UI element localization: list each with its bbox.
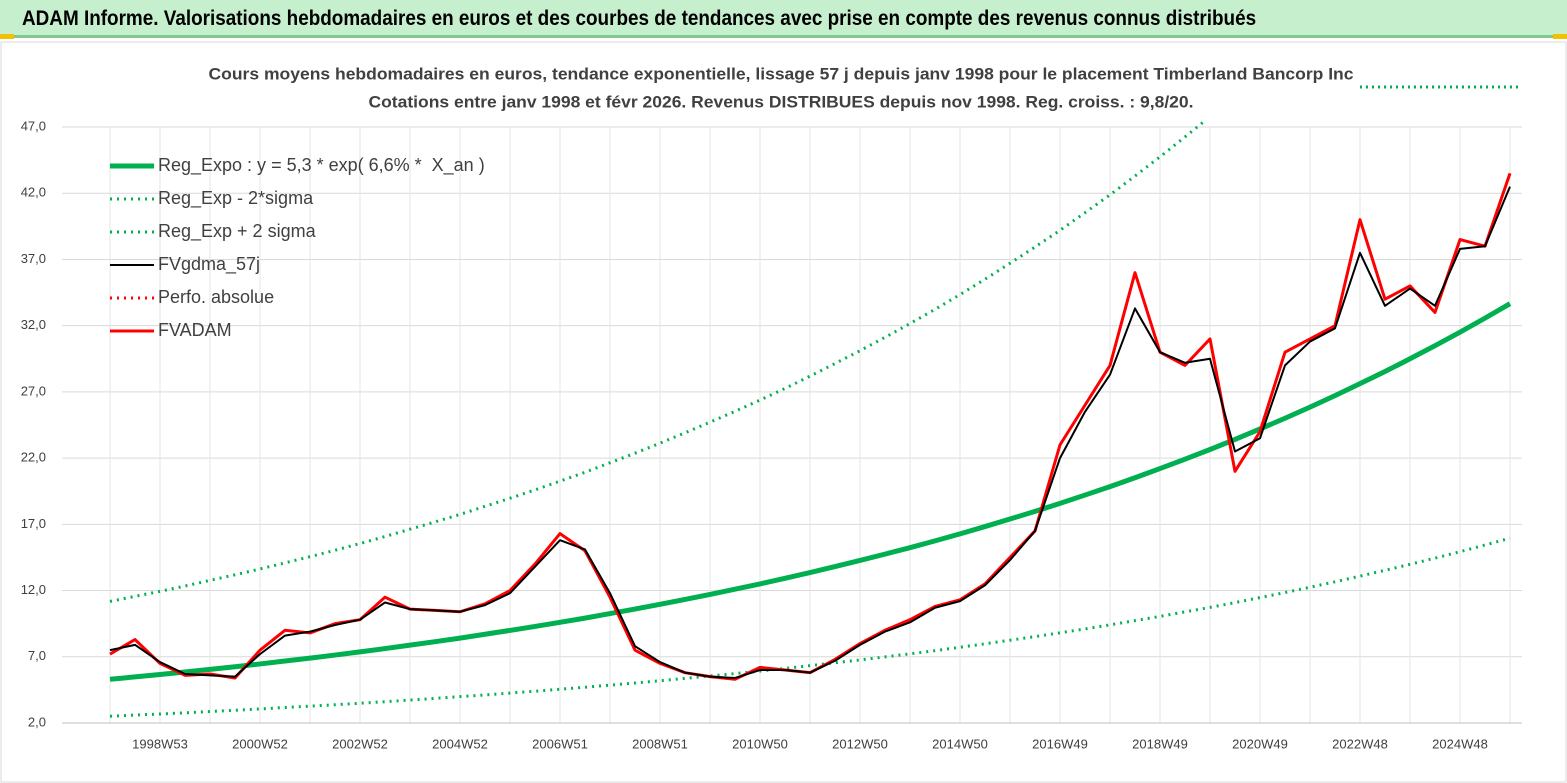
series-line [109, 301, 1512, 682]
legend-label: FVgdma_57j [158, 254, 260, 275]
x-tick-label: 2000W52 [232, 736, 288, 751]
y-tick-label: 37,0 [21, 251, 46, 266]
legend-label: Perfo. absolue [158, 287, 274, 307]
y-tick-label: 27,0 [21, 383, 46, 398]
y-tick-label: 17,0 [21, 516, 46, 531]
chart-title: Cours moyens hebdomadaires en euros, ten… [209, 64, 1354, 83]
x-tick-label: 2010W50 [732, 736, 788, 751]
x-tick-label: 2024W48 [1432, 736, 1488, 751]
x-tick-label: 2004W52 [432, 736, 488, 751]
x-tick-label: 2002W52 [332, 736, 388, 751]
y-tick-label: 42,0 [21, 185, 46, 200]
x-tick-label: 2012W50 [832, 736, 888, 751]
x-tick-label: 2018W49 [1132, 736, 1188, 751]
corner [0, 34, 14, 39]
legend-label: FVADAM [158, 320, 232, 340]
x-tick-label: 2020W49 [1232, 736, 1288, 751]
legend-label: Reg_Exp + 2 sigma [158, 221, 317, 242]
legend-label: Reg_Exp - 2*sigma [158, 188, 314, 209]
y-tick-label: 12,0 [21, 582, 46, 597]
corner [1553, 34, 1567, 39]
x-tick-label: 2022W48 [1332, 736, 1388, 751]
chart-subtitle: Cotations entre janv 1998 et févr 2026. … [369, 92, 1194, 111]
grid: 2,0 7,0 12,0 17,0 22,0 27,0 32,0 37,0 42,0 47,0 19… [21, 118, 1522, 751]
y-tick-label: 7,0 [28, 648, 46, 663]
x-tick-label: 2014W50 [932, 736, 988, 751]
y-tick-label: 32,0 [21, 317, 46, 332]
x-tick-label: 2006W51 [532, 736, 588, 751]
legend-label: Reg_Expo : y = 5,3 * exp( 6,6% * X_an ) [158, 155, 485, 176]
series-line [109, 536, 1511, 718]
y-tick-label: 22,0 [21, 450, 46, 465]
x-tick-label: 2008W51 [632, 736, 688, 751]
page-title: ADAM Informe. Valorisations hebdomadaire… [22, 7, 1257, 30]
legend: Reg_Expo : y = 5,3 * exp( 6,6% * X_an ) R… [110, 155, 485, 340]
series-line [109, 121, 1207, 603]
plot [109, 121, 1512, 718]
chart: Cours moyens hebdomadaires en euros, ten… [0, 41, 1567, 783]
x-tick-label: 1998W53 [132, 736, 188, 751]
y-tick-label: 2,0 [28, 714, 46, 729]
x-tick-label: 2016W49 [1032, 736, 1088, 751]
y-tick-label: 47,0 [21, 118, 46, 133]
header: ADAM Informe. Valorisations hebdomadaire… [0, 0, 1567, 39]
series-line [109, 186, 1511, 679]
